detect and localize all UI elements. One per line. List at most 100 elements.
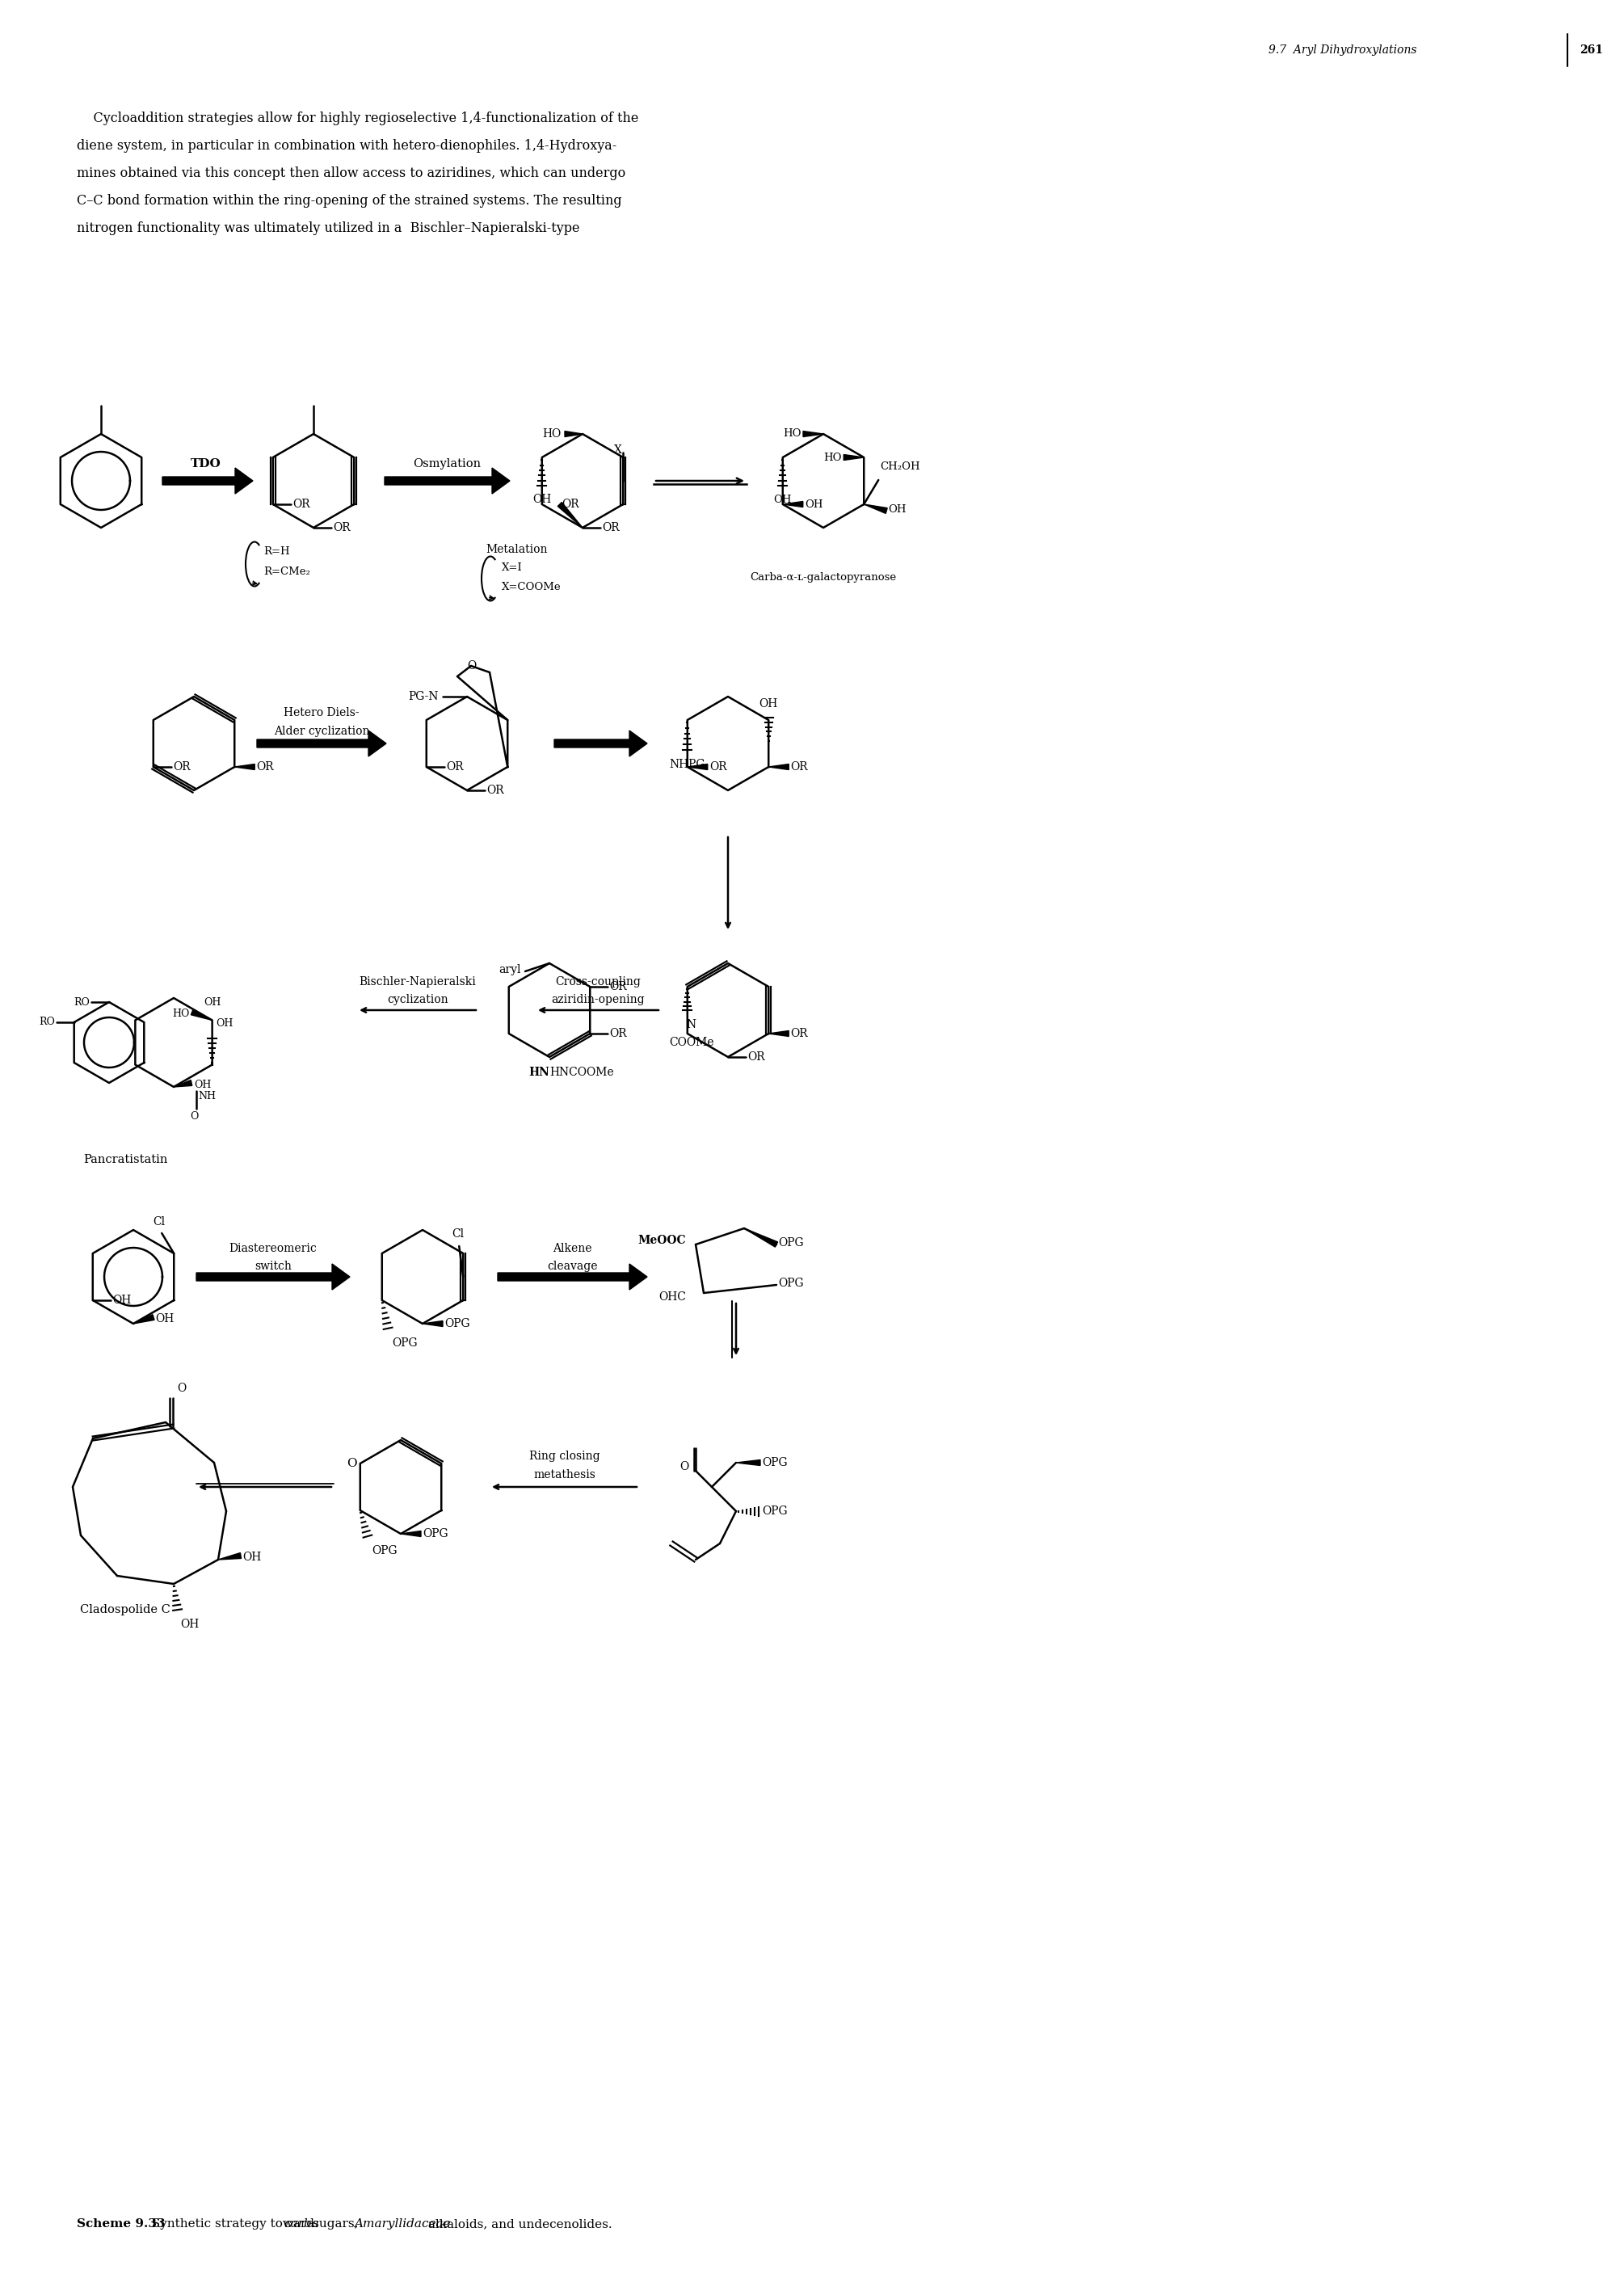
Text: COOMe: COOMe <box>669 1038 715 1047</box>
Text: mines obtained via this concept then allow access to aziridines, which can under: mines obtained via this concept then all… <box>76 167 625 181</box>
Text: O: O <box>680 1462 689 1473</box>
Text: metathesis: metathesis <box>533 1469 596 1480</box>
Text: switch: switch <box>255 1260 292 1272</box>
Text: HO: HO <box>542 428 562 440</box>
Text: Alder cyclization: Alder cyclization <box>274 726 369 738</box>
Text: OR: OR <box>747 1052 765 1063</box>
Text: CH₂OH: CH₂OH <box>880 460 921 472</box>
Text: OHC: OHC <box>659 1292 685 1304</box>
Polygon shape <box>422 1322 443 1326</box>
Polygon shape <box>174 1079 192 1086</box>
Text: Carba-α-ʟ-galactopyranose: Carba-α-ʟ-galactopyranose <box>750 573 896 582</box>
Text: Synthetic strategy toward: Synthetic strategy toward <box>143 2218 318 2229</box>
Text: C–C bond formation within the ring-opening of the strained systems. The resultin: C–C bond formation within the ring-openi… <box>76 195 622 208</box>
Polygon shape <box>554 731 648 756</box>
Text: OH: OH <box>804 499 823 509</box>
Text: OR: OR <box>257 761 274 772</box>
Polygon shape <box>768 1031 789 1036</box>
Text: OR: OR <box>710 761 726 772</box>
Text: OR: OR <box>609 981 627 992</box>
Polygon shape <box>844 454 864 460</box>
Text: NH: NH <box>198 1091 216 1102</box>
Text: OPG: OPG <box>778 1237 804 1249</box>
Text: Scheme 9.33: Scheme 9.33 <box>76 2218 166 2229</box>
Text: X=I: X=I <box>502 564 523 573</box>
Text: Metalation: Metalation <box>486 543 547 554</box>
Text: HO: HO <box>172 1008 190 1019</box>
Text: OPG: OPG <box>445 1317 469 1329</box>
Text: OR: OR <box>562 499 578 511</box>
Polygon shape <box>744 1228 778 1246</box>
Text: Cladospolide C: Cladospolide C <box>80 1604 171 1615</box>
Text: Alkene: Alkene <box>552 1244 593 1253</box>
Polygon shape <box>557 502 583 527</box>
Text: N: N <box>687 1019 697 1031</box>
Polygon shape <box>565 431 583 438</box>
Polygon shape <box>133 1315 154 1324</box>
Text: OPG: OPG <box>391 1338 417 1349</box>
Polygon shape <box>197 1265 349 1290</box>
Text: OR: OR <box>791 761 807 772</box>
Text: OR: OR <box>791 1029 807 1040</box>
Text: Amaryllidaceae: Amaryllidaceae <box>354 2218 450 2229</box>
Text: Diastereomeric: Diastereomeric <box>229 1244 317 1253</box>
Text: cleavage: cleavage <box>547 1260 598 1272</box>
Polygon shape <box>687 765 708 770</box>
Text: Ring closing: Ring closing <box>529 1450 599 1462</box>
Text: OPG: OPG <box>422 1528 448 1540</box>
Text: alkaloids, and undecenolides.: alkaloids, and undecenolides. <box>424 2218 612 2229</box>
Text: NHPG: NHPG <box>669 758 705 770</box>
Text: aryl: aryl <box>499 965 521 976</box>
Text: PG-N: PG-N <box>408 692 438 703</box>
Text: OH: OH <box>180 1620 200 1629</box>
Text: Bischler-Napieralski: Bischler-Napieralski <box>359 976 476 987</box>
Text: aziridin-opening: aziridin-opening <box>552 994 645 1006</box>
Text: HO: HO <box>823 451 843 463</box>
Polygon shape <box>804 431 823 438</box>
Text: OPG: OPG <box>762 1505 788 1517</box>
Text: OR: OR <box>172 761 190 772</box>
Text: RO: RO <box>39 1017 55 1029</box>
Text: Cl: Cl <box>153 1217 166 1228</box>
Polygon shape <box>864 504 887 513</box>
Text: Cl: Cl <box>451 1228 464 1239</box>
Text: HN: HN <box>528 1068 549 1079</box>
Text: O: O <box>348 1457 357 1469</box>
Text: -sugars,: -sugars, <box>309 2218 362 2229</box>
Polygon shape <box>497 1265 648 1290</box>
Text: OR: OR <box>603 522 619 534</box>
Text: OH: OH <box>216 1017 234 1029</box>
Text: R=CMe₂: R=CMe₂ <box>263 566 310 577</box>
Text: X: X <box>614 444 622 456</box>
Text: OR: OR <box>292 499 310 511</box>
Polygon shape <box>257 731 387 756</box>
Text: OR: OR <box>609 1029 627 1040</box>
Polygon shape <box>162 467 253 495</box>
Text: Osmylation: Osmylation <box>412 458 481 470</box>
Polygon shape <box>736 1459 760 1466</box>
Polygon shape <box>218 1553 242 1560</box>
Text: OH: OH <box>888 504 906 515</box>
Text: OH: OH <box>205 997 221 1008</box>
Text: diene system, in particular in combination with hetero-dienophiles. 1,4-Hydroxya: diene system, in particular in combinati… <box>76 140 617 153</box>
Text: MeOOC: MeOOC <box>638 1235 685 1246</box>
Text: O: O <box>177 1384 187 1393</box>
Text: OH: OH <box>533 495 552 504</box>
Text: OR: OR <box>447 761 463 772</box>
Polygon shape <box>385 467 510 495</box>
Text: Cycloaddition strategies allow for highly regioselective 1,4-functionalization o: Cycloaddition strategies allow for highl… <box>76 112 638 126</box>
Text: OPG: OPG <box>372 1544 396 1556</box>
Text: 9.7  Aryl Dihydroxylations: 9.7 Aryl Dihydroxylations <box>1268 44 1416 55</box>
Text: OPG: OPG <box>762 1457 788 1469</box>
Text: RO: RO <box>73 997 89 1008</box>
Text: O: O <box>468 660 476 671</box>
Text: OH: OH <box>773 495 793 504</box>
Polygon shape <box>768 765 789 770</box>
Text: TDO: TDO <box>190 458 221 470</box>
Text: HNCOOMe: HNCOOMe <box>549 1068 614 1079</box>
Text: R=H: R=H <box>263 545 289 557</box>
Text: OH: OH <box>193 1079 211 1091</box>
Polygon shape <box>783 502 802 506</box>
Text: Cross-coupling: Cross-coupling <box>555 976 641 987</box>
Text: cyclization: cyclization <box>387 994 448 1006</box>
